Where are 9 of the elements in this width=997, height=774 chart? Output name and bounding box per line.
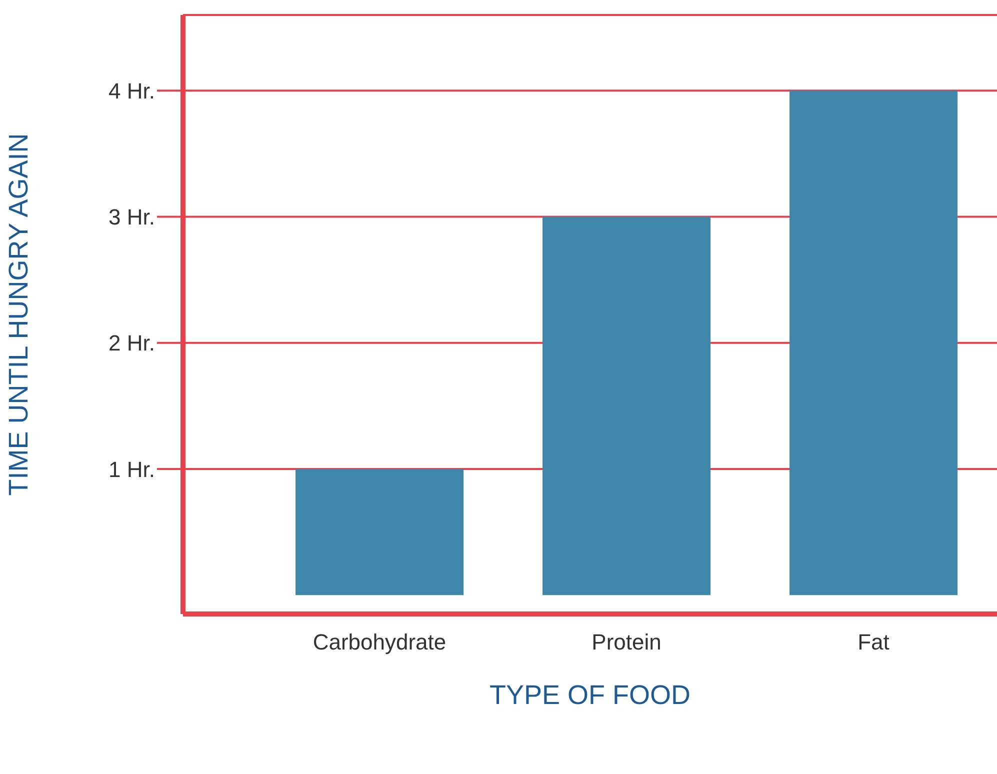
x-tick-label: Protein [592, 630, 662, 655]
y-tick-label: 4 Hr. [108, 78, 155, 104]
x-axis-title: TYPE OF FOOD [489, 680, 691, 710]
x-tick-label: Fat [858, 630, 890, 655]
x-tick-label: Carbohydrate [312, 630, 446, 655]
y-tick-label: 3 Hr. [108, 204, 155, 230]
y-tick-label: 1 Hr. [108, 456, 155, 482]
y-axis-title: TIME UNTIL HUNGRY AGAIN [4, 133, 34, 496]
y-tick-label: 2 Hr. [108, 330, 155, 356]
